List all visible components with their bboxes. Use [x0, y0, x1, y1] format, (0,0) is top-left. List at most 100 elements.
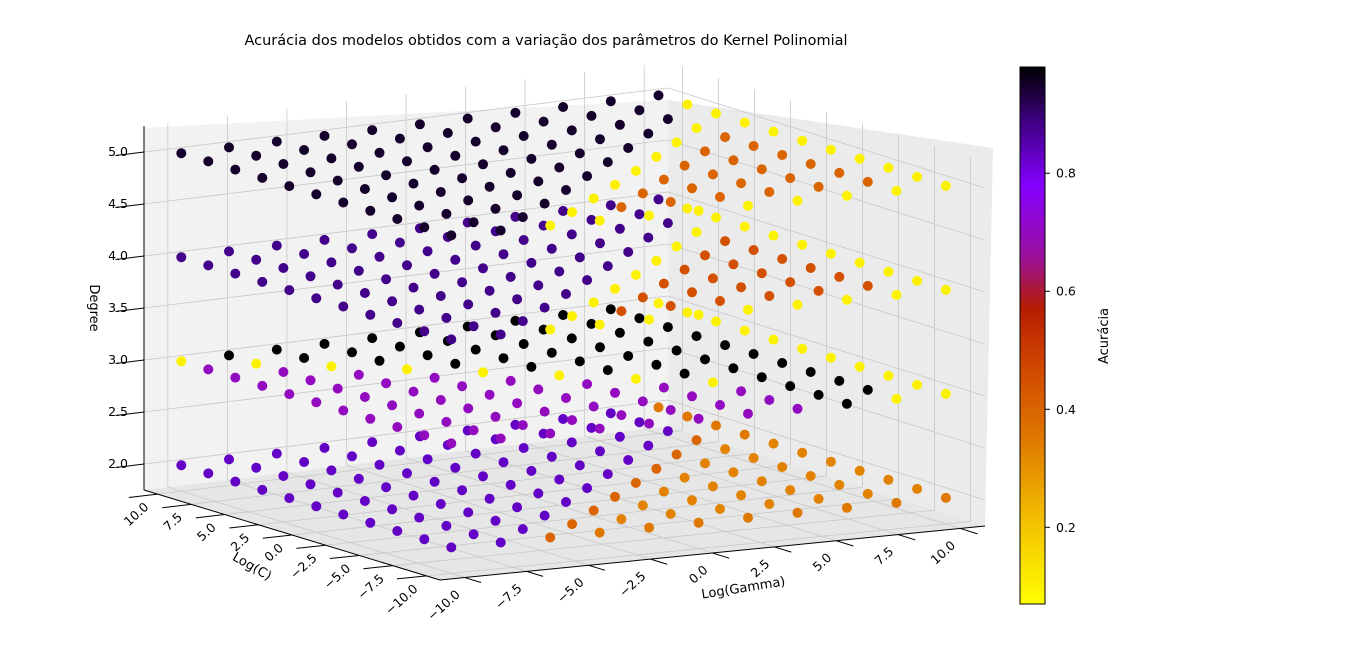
data-point: [805, 263, 816, 273]
data-point: [490, 122, 501, 133]
y-tick-label: 10.0: [121, 499, 152, 529]
colorbar-tick-label: 0.4: [1056, 402, 1076, 417]
data-point: [651, 463, 662, 474]
data-point: [595, 134, 605, 145]
data-point: [567, 311, 578, 322]
data-point: [594, 215, 605, 226]
data-point: [392, 318, 403, 328]
y-tick-mark: [128, 493, 158, 499]
data-point: [671, 345, 682, 356]
data-point: [526, 465, 537, 476]
data-point: [630, 477, 641, 488]
data-point: [764, 291, 775, 301]
data-point: [478, 367, 488, 378]
data-point: [284, 493, 295, 504]
data-point: [691, 123, 702, 134]
y-tick-label: 0.0: [261, 540, 286, 564]
z-tick-mark: [115, 411, 145, 416]
data-point: [450, 254, 461, 265]
data-point: [422, 350, 433, 361]
data-point: [429, 372, 440, 383]
x-tick-label: −5.0: [554, 574, 587, 605]
data-point: [862, 280, 873, 291]
data-point: [484, 389, 495, 400]
data-point: [381, 170, 392, 181]
data-point: [463, 299, 474, 310]
data-point: [478, 471, 488, 482]
data-point: [271, 344, 282, 355]
colorbar-tick-label: 0.8: [1056, 166, 1076, 181]
data-point: [558, 102, 569, 112]
data-point: [381, 482, 392, 493]
data-point: [224, 454, 234, 465]
data-point: [554, 266, 565, 277]
data-point: [883, 266, 894, 277]
data-point: [682, 307, 693, 318]
x-tick-label: 0.0: [686, 562, 711, 586]
data-point: [470, 344, 481, 355]
data-point: [478, 263, 488, 274]
data-point: [653, 90, 664, 101]
side-wall-grid-line: [667, 139, 986, 241]
data-point: [883, 474, 894, 485]
data-point: [756, 164, 767, 175]
y-tick-label: −7.5: [354, 571, 387, 602]
data-point: [558, 310, 569, 320]
data-point: [693, 309, 704, 320]
data-point: [665, 405, 676, 415]
data-point: [644, 522, 655, 533]
data-point: [490, 515, 501, 526]
chart-title: Acurácia dos modelos obtidos com a varia…: [244, 33, 847, 49]
data-point: [251, 462, 262, 473]
data-point: [679, 472, 690, 483]
data-point: [700, 146, 710, 157]
z-axis-label: Degree: [86, 284, 101, 331]
data-point: [230, 268, 241, 279]
data-point: [728, 155, 739, 166]
data-point: [419, 430, 430, 441]
data-point: [700, 458, 710, 469]
data-point: [739, 117, 750, 128]
data-point: [394, 341, 405, 352]
data-point: [554, 474, 565, 485]
data-point: [616, 306, 627, 317]
data-point: [834, 167, 845, 178]
data-point: [841, 398, 852, 409]
data-point: [834, 479, 845, 490]
data-point: [630, 269, 641, 280]
data-point: [644, 210, 655, 221]
data-point: [777, 150, 788, 160]
data-point: [539, 406, 550, 417]
data-point: [419, 222, 430, 233]
data-point: [567, 519, 578, 530]
data-point: [495, 433, 506, 444]
data-point: [614, 431, 625, 442]
data-point: [347, 139, 357, 150]
data-point: [743, 304, 753, 315]
data-point: [693, 413, 704, 424]
data-point: [457, 173, 468, 184]
data-point: [539, 302, 550, 313]
data-point: [278, 471, 289, 481]
data-point: [682, 411, 693, 422]
data-point: [490, 411, 501, 422]
data-point: [567, 415, 578, 426]
data-point: [834, 375, 845, 386]
data-point: [764, 395, 775, 405]
x-tick-label: −7.5: [492, 580, 525, 611]
data-point: [347, 347, 357, 358]
data-point: [435, 499, 446, 509]
data-point: [367, 229, 378, 240]
data-point: [595, 446, 605, 457]
data-point: [463, 195, 474, 206]
data-point: [566, 229, 577, 240]
floor-grid-line-gamma: [644, 428, 961, 529]
data-point: [634, 105, 645, 116]
data-point: [643, 128, 654, 139]
z-tick-mark: [115, 255, 145, 260]
back-wall-grid-line: [143, 399, 669, 465]
data-point: [538, 116, 549, 127]
data-point: [588, 193, 599, 204]
colorbar: [1019, 66, 1046, 605]
data-point: [825, 144, 836, 155]
